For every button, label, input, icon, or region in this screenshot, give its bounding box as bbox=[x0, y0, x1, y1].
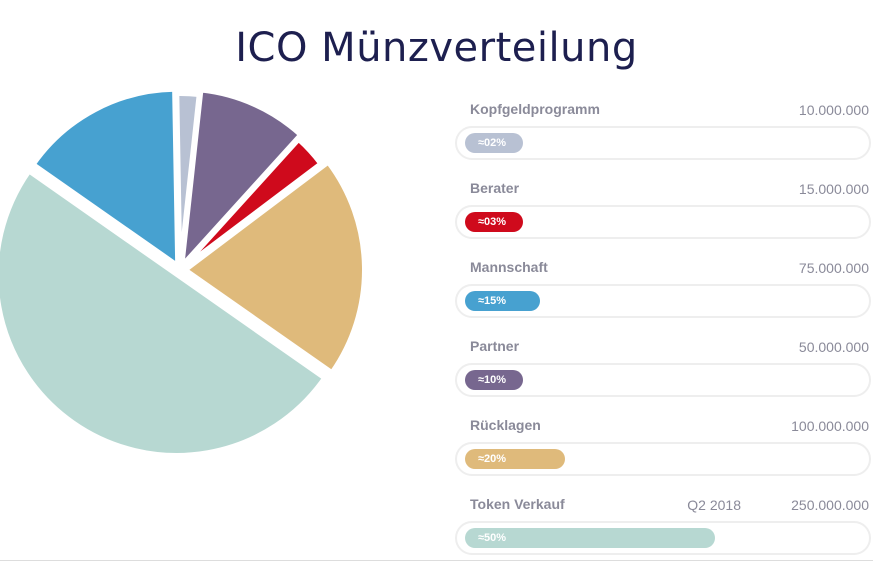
row-value: 15.000.000 bbox=[798, 181, 869, 197]
progress-track: ≈15% bbox=[455, 284, 871, 318]
legend-row-team: Mannschaft 75.000.000 ≈15% bbox=[455, 253, 871, 332]
row-value: 250.000.000 bbox=[791, 497, 869, 513]
legend-row-token-sale: Token Verkauf Q2 2018 250.000.000 ≈50% bbox=[455, 490, 871, 569]
progress-fill: ≈10% bbox=[465, 370, 523, 390]
legend-row-reserves: Rücklagen 100.000.000 ≈20% bbox=[455, 411, 871, 490]
legend-row-bounty: Kopfgeldprogramm 10.000.000 ≈02% bbox=[455, 95, 871, 174]
legend-row-advisors: Berater 15.000.000 ≈03% bbox=[455, 174, 871, 253]
row-label: Berater bbox=[470, 180, 520, 196]
percent-label: ≈10% bbox=[478, 374, 507, 386]
pie-slice-token-verkauf bbox=[0, 168, 327, 457]
bottom-divider bbox=[0, 560, 873, 561]
row-label: Mannschaft bbox=[470, 259, 548, 275]
row-label: Rücklagen bbox=[470, 417, 541, 433]
pie-slice-mannschaft bbox=[31, 87, 180, 269]
percent-label: ≈20% bbox=[478, 453, 507, 465]
row-label: Kopfgeldprogramm bbox=[470, 101, 600, 117]
progress-fill: ≈03% bbox=[465, 212, 523, 232]
row-value: 75.000.000 bbox=[798, 260, 869, 276]
row-label: Token Verkauf bbox=[470, 496, 565, 512]
legend-row-partners: Partner 50.000.000 ≈10% bbox=[455, 332, 871, 411]
pie-slice-r-cklagen bbox=[182, 159, 366, 375]
row-value: 50.000.000 bbox=[798, 339, 869, 355]
row-extra: Q2 2018 bbox=[687, 497, 741, 513]
pie-slice-berater bbox=[182, 137, 324, 268]
percent-label: ≈02% bbox=[478, 137, 507, 149]
percent-label: ≈03% bbox=[478, 216, 507, 228]
progress-track: ≈50% bbox=[455, 521, 871, 555]
progress-fill: ≈50% bbox=[465, 528, 715, 548]
progress-fill: ≈15% bbox=[465, 291, 540, 311]
distribution-legend: Kopfgeldprogramm 10.000.000 ≈02% Berater… bbox=[455, 95, 871, 569]
row-value: 100.000.000 bbox=[791, 418, 869, 434]
percent-label: ≈50% bbox=[478, 532, 507, 544]
progress-track: ≈10% bbox=[455, 363, 871, 397]
page-title: ICO Münzverteilung bbox=[235, 24, 638, 71]
progress-track: ≈20% bbox=[455, 442, 871, 476]
progress-fill: ≈02% bbox=[465, 133, 523, 153]
row-label: Partner bbox=[470, 338, 520, 354]
pie-slice-partner bbox=[179, 88, 303, 271]
progress-track: ≈03% bbox=[455, 205, 871, 239]
pie-chart bbox=[0, 87, 366, 457]
percent-label: ≈15% bbox=[478, 295, 507, 307]
pie-slice-kopfgeldprogramm bbox=[175, 92, 201, 265]
progress-track: ≈02% bbox=[455, 126, 871, 160]
progress-fill: ≈20% bbox=[465, 449, 565, 469]
row-value: 10.000.000 bbox=[798, 102, 869, 118]
